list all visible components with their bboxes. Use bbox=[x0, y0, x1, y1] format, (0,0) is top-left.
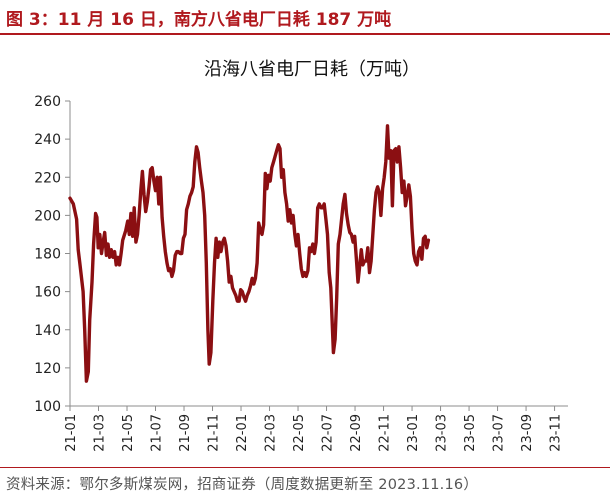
y-tick-label: 240 bbox=[34, 132, 61, 148]
x-tick-label: 23-11 bbox=[549, 414, 564, 452]
y-tick-label: 260 bbox=[34, 94, 61, 110]
y-tick-label: 180 bbox=[34, 247, 61, 263]
x-tick-label: 23-05 bbox=[463, 414, 478, 452]
line-chart: 沿海八省电厂日耗（万吨） 100 120 140 160 180 200 220 240 260… bbox=[34, 59, 568, 452]
x-tick-label: 22-09 bbox=[349, 414, 364, 452]
y-tick-label: 100 bbox=[34, 399, 61, 415]
y-tick-label: 160 bbox=[34, 285, 61, 301]
y-tick-label: 200 bbox=[34, 208, 61, 224]
x-axis: 21-01 21-03 21-05 21-07 21-09 21-11 22-01 22-03… bbox=[64, 405, 568, 452]
y-axis: 100 120 140 160 180 200 220 240 260 bbox=[34, 94, 71, 415]
x-tick-label: 23-01 bbox=[406, 414, 421, 452]
plot-area bbox=[68, 124, 431, 383]
chart-title: 沿海八省电厂日耗（万吨） bbox=[204, 59, 420, 80]
y-tick-label: 120 bbox=[34, 361, 61, 377]
x-tick-label: 21-09 bbox=[178, 414, 193, 452]
source-note: 资料来源：鄂尔多斯煤炭网，招商证券（周度数据更新至 2023.11.16） bbox=[6, 477, 479, 493]
x-tick-label: 21-03 bbox=[93, 414, 108, 452]
x-tick-label: 23-03 bbox=[435, 414, 450, 452]
x-tick-label: 22-07 bbox=[321, 414, 336, 452]
x-tick-label: 22-03 bbox=[264, 414, 279, 452]
x-tick-label: 21-11 bbox=[207, 414, 222, 452]
header-divider bbox=[0, 33, 610, 35]
x-tick-label: 23-09 bbox=[520, 414, 535, 452]
x-tick-label: 21-07 bbox=[150, 414, 165, 452]
y-tick-label: 220 bbox=[34, 170, 61, 186]
figure-title: 图 3：11 月 16 日，南方八省电厂日耗 187 万吨 bbox=[6, 10, 392, 30]
x-tick-label: 21-01 bbox=[64, 414, 79, 452]
footer-divider bbox=[0, 467, 610, 468]
x-tick-label: 22-05 bbox=[292, 414, 307, 452]
x-tick-label: 23-07 bbox=[492, 414, 507, 452]
series-line-0 bbox=[68, 124, 431, 383]
x-tick-label: 22-01 bbox=[235, 414, 250, 452]
x-tick-label: 22-11 bbox=[378, 414, 393, 452]
figure-header: 图 3：11 月 16 日，南方八省电厂日耗 187 万吨 bbox=[0, 0, 610, 35]
y-tick-label: 140 bbox=[34, 323, 61, 339]
x-tick-label: 21-05 bbox=[121, 414, 136, 452]
